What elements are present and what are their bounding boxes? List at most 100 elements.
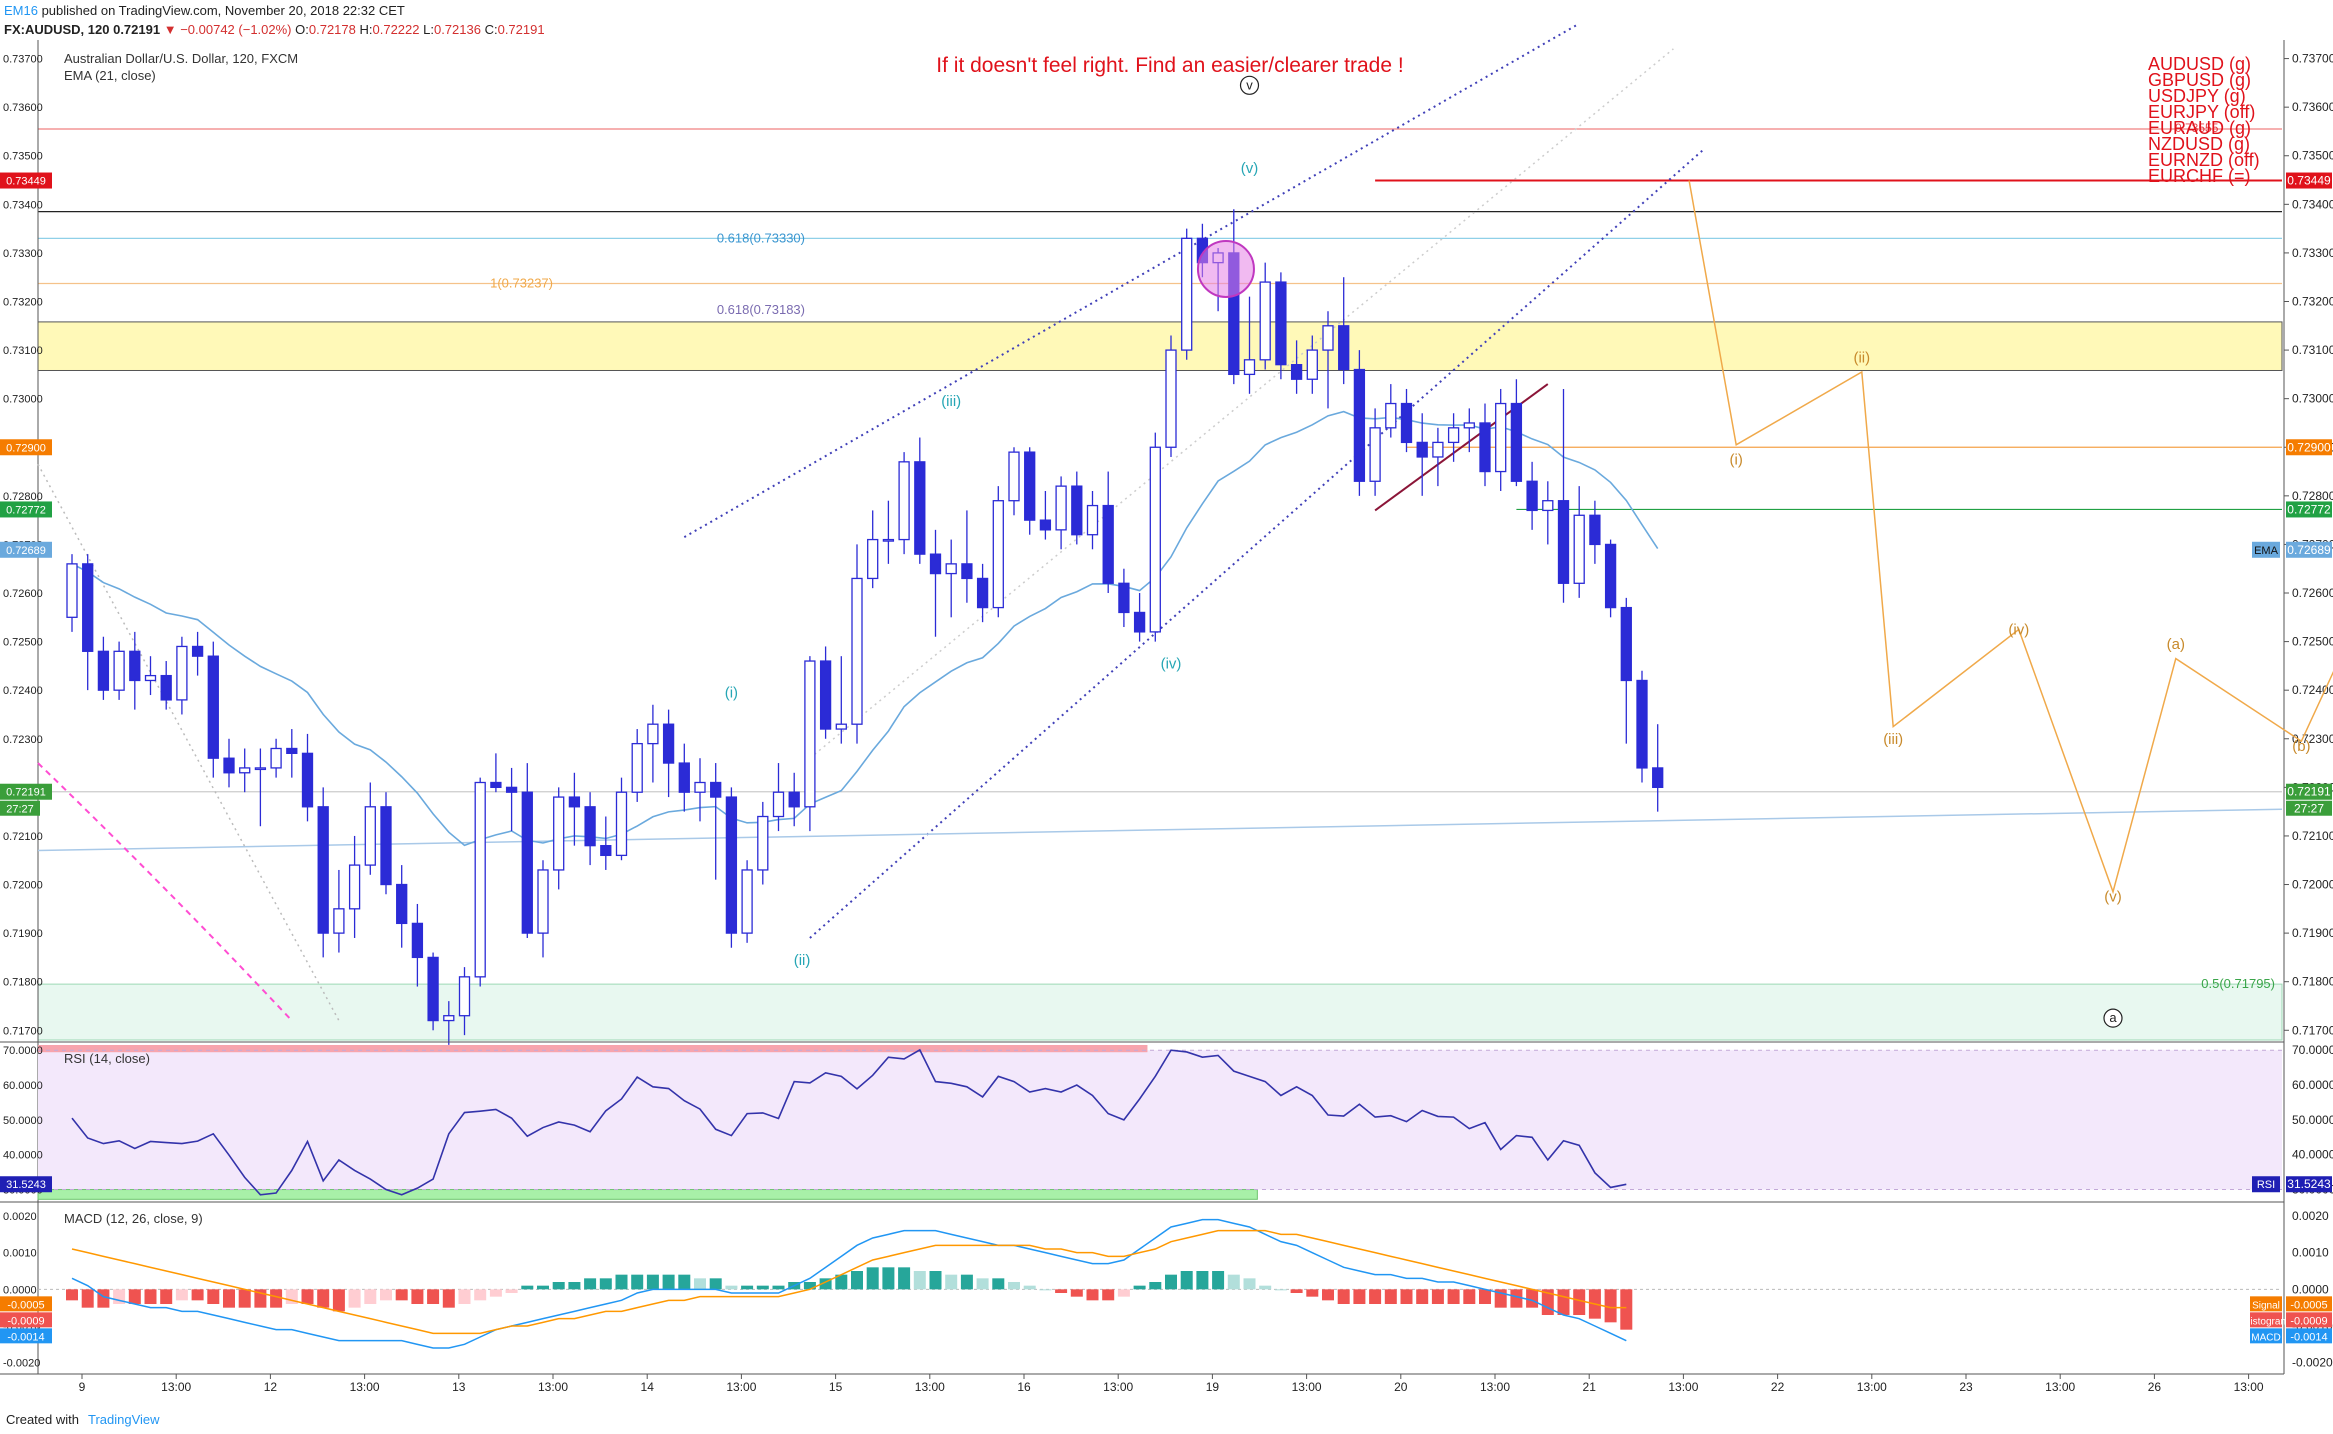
price-tick-label-left: 0.72500 <box>3 637 43 649</box>
macd-hist-bar <box>709 1278 722 1290</box>
price-tick-label: 0.73500 <box>2292 149 2333 163</box>
price-tick-label-left: 0.71700 <box>3 1025 43 1037</box>
candle-body <box>254 767 267 771</box>
candle-body <box>144 674 157 682</box>
channel-mid <box>809 48 1674 759</box>
macd-tag-value: -0.0005 <box>2290 1299 2327 1311</box>
candle-body <box>1542 500 1554 512</box>
price-tag-label: 0.72191 <box>2287 785 2331 799</box>
candle-body <box>1322 325 1334 351</box>
x-tick-label: 9 <box>79 1380 86 1394</box>
wave-circle <box>2103 1008 2123 1028</box>
macd-tag-name-bg <box>2250 1296 2282 1312</box>
candle-body <box>364 806 376 866</box>
macd-tag-name: Histogram <box>2243 1316 2289 1327</box>
macd-hist-bar <box>1369 1289 1382 1304</box>
candle-body <box>505 786 518 793</box>
wave-label: (v) <box>1241 160 1259 177</box>
macd-hist-bar <box>97 1289 110 1308</box>
ohlc-line: FX:AUDUSD, 120 0.72191 ▼ −0.00742 (−1.02… <box>4 22 545 37</box>
publisher-name[interactable]: EM16 <box>4 3 38 18</box>
rsi-tick-label-left: 70.0000 <box>3 1045 43 1057</box>
price-tick-label: 0.73700 <box>2292 52 2333 66</box>
macd-hist-bar <box>1431 1289 1444 1304</box>
rsi-tick-label: 60.0000 <box>2292 1078 2333 1092</box>
macd-hist-bar <box>1274 1289 1287 1291</box>
rsi-tag-label: RSI <box>2257 1179 2275 1191</box>
macd-hist-bar <box>584 1278 597 1290</box>
watchlist-item: USDJPY (g) <box>2148 86 2246 106</box>
footer: Created with TradingView <box>0 1404 2333 1434</box>
candle-body <box>1495 402 1507 473</box>
symbol-bar: FX:AUDUSD, 120 0.72191 ▼ −0.00742 (−1.02… <box>0 20 2333 40</box>
x-tick-label: 13:00 <box>2045 1380 2075 1394</box>
o-label: O: <box>295 22 309 37</box>
chart-canvas[interactable]: 0.73700 0.73700 0.73600 0.73600 0.73500 0.735… <box>0 0 2333 1404</box>
macd-hist-bar <box>364 1289 377 1304</box>
candle-body <box>1306 349 1318 380</box>
candle-body <box>1181 237 1193 351</box>
wave-label: (ii) <box>794 952 811 969</box>
rsi-title: RSI (14, close) <box>64 1051 150 1066</box>
macd-hist-bar <box>1086 1289 1099 1301</box>
macd-hist-bar <box>1165 1274 1177 1290</box>
macd-hist-bar <box>960 1274 973 1290</box>
price-tick-label-left: 0.72000 <box>3 880 43 892</box>
candle-body <box>1400 402 1413 444</box>
candle-body <box>898 461 910 541</box>
macd-hist-bar <box>380 1289 392 1301</box>
wave-circle <box>1239 75 1260 95</box>
macd-hist-bar <box>976 1278 989 1290</box>
candle-body <box>270 747 282 769</box>
macd-hist-bar <box>631 1274 644 1290</box>
candle-body <box>1416 441 1428 458</box>
macd-hist-bar <box>1416 1289 1429 1304</box>
price-pane-bg <box>0 40 2284 1042</box>
candle-body <box>1133 611 1146 633</box>
symbol-name: FX:AUDUSD, 120 <box>4 22 110 37</box>
left-countdown-bg <box>0 800 40 816</box>
macd-tag-name-bg <box>2250 1328 2282 1344</box>
wave-label: (iv) <box>1161 655 1182 672</box>
trendline-blue <box>37 808 2283 852</box>
candle-body <box>1275 281 1287 366</box>
x-tick-label: 16 <box>1017 1380 1031 1394</box>
x-tick-label: 13:00 <box>161 1380 191 1394</box>
macd-hist-bar <box>1149 1282 1162 1290</box>
curve-magenta <box>37 762 293 1022</box>
macd-hist-bar <box>191 1289 204 1301</box>
rsi-band <box>38 1050 2282 1190</box>
candle-body <box>772 791 785 818</box>
candle-body <box>1055 485 1067 531</box>
candle-body <box>1071 485 1083 536</box>
tradingview-logo-text[interactable]: TradingView <box>88 1412 160 1427</box>
zone-green <box>37 983 2283 1041</box>
macd-hist-bar <box>599 1278 612 1290</box>
x-tick-label: 13:00 <box>1292 1380 1322 1394</box>
candle-body <box>1259 281 1271 361</box>
zone-yellow <box>37 321 2283 371</box>
candle-body <box>1432 441 1444 458</box>
macd-hist-bar <box>1479 1289 1491 1304</box>
macd-hist-bar <box>1573 1289 1586 1315</box>
x-tick-label: 13:00 <box>1668 1380 1698 1394</box>
price-tag-label: 0.72900 <box>2287 440 2331 454</box>
macd-left-tag-value: -0.0009 <box>7 1315 44 1327</box>
candle-body <box>914 461 926 555</box>
price-tick-label-left: 0.71900 <box>3 928 43 940</box>
rsi-overbought-highlight <box>38 1045 1148 1053</box>
watchlist-item: EURNZD (off) <box>2148 150 2260 170</box>
macd-hist-bar <box>207 1289 220 1304</box>
published-text: published on TradingView.com, November 2… <box>37 3 405 18</box>
price-tick-label: 0.72500 <box>2292 635 2333 649</box>
x-tick-label: 13 <box>452 1380 466 1394</box>
macd-hist-bar <box>1290 1289 1303 1293</box>
candle-body <box>113 650 125 691</box>
macd-hist-bar <box>552 1282 565 1290</box>
watchlist-overlap-price: 0.73555 <box>2175 121 2219 135</box>
price-tick-label: 0.72300 <box>2292 732 2333 746</box>
o-value: 0.72178 <box>308 22 356 37</box>
candle-body <box>1149 446 1161 633</box>
candle-body <box>129 650 141 682</box>
ema-tag-bg <box>2252 541 2280 558</box>
